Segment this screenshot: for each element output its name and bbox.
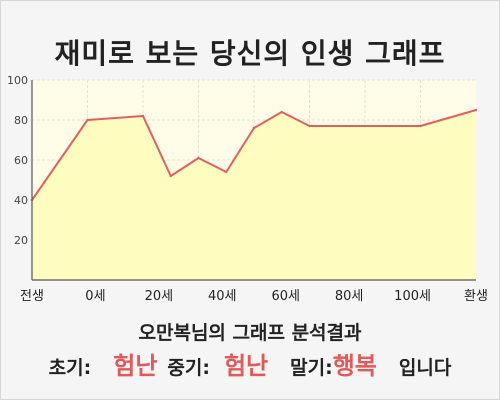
x-tick-label: 40세 xyxy=(208,289,237,304)
page-title: 재미로 보는 당신의 인생 그래프 xyxy=(54,37,446,70)
y-tick-label: 100 xyxy=(7,74,28,87)
x-tick-label: 전생 xyxy=(20,289,44,304)
mid-value: 험난 xyxy=(223,352,269,380)
data-point xyxy=(197,156,200,160)
analysis-heading: 오만복님의 그래프 분석결과 xyxy=(138,322,362,344)
x-tick-label: 60세 xyxy=(271,289,300,304)
y-tick-label: 60 xyxy=(14,154,28,167)
x-tick-label: 80세 xyxy=(335,289,364,304)
x-tick-label: 20세 xyxy=(145,289,174,304)
mid-label: 중기: xyxy=(167,357,210,379)
data-point xyxy=(447,116,450,120)
area-fill xyxy=(32,110,476,280)
y-tick-label: 80 xyxy=(14,114,28,127)
data-point xyxy=(169,174,172,178)
data-point xyxy=(252,126,256,130)
late-value: 행복 xyxy=(332,352,377,380)
data-point xyxy=(419,124,422,128)
late-label: 말기: xyxy=(290,357,333,379)
ending-text: 입니다 xyxy=(398,357,452,379)
data-point xyxy=(280,110,283,114)
data-point xyxy=(225,170,228,174)
x-tick-label: 100세 xyxy=(394,289,431,304)
data-point xyxy=(86,118,89,122)
early-value: 험난 xyxy=(113,352,158,380)
data-point xyxy=(363,124,367,128)
y-tick-label: 40 xyxy=(14,194,28,207)
data-point xyxy=(474,108,478,112)
data-point xyxy=(308,124,311,128)
x-tick-label: 0세 xyxy=(85,289,105,304)
early-label: 초기: xyxy=(48,357,92,379)
data-point xyxy=(141,114,145,118)
x-tick-label: 환생 xyxy=(464,289,488,304)
analysis-result: 초기: 험난 중기: 험난 말기:행복 입니다 xyxy=(0,346,500,381)
y-tick-label: 20 xyxy=(14,234,28,247)
